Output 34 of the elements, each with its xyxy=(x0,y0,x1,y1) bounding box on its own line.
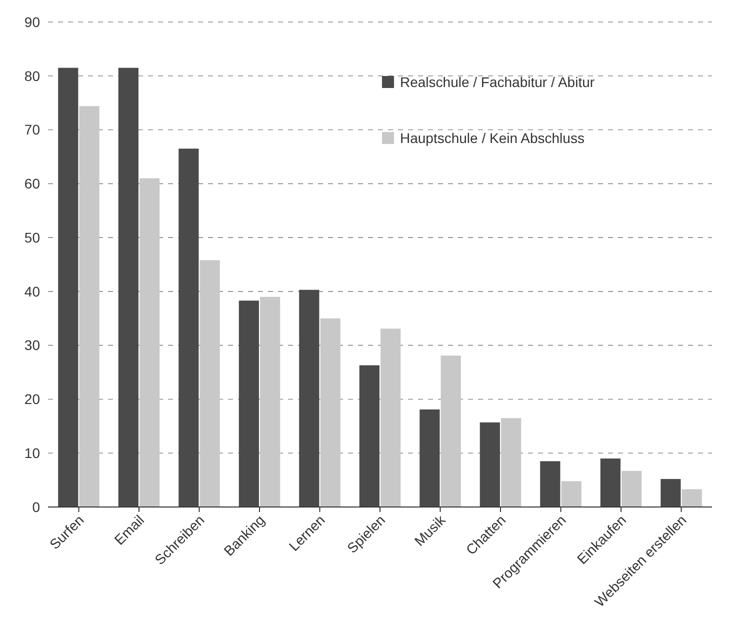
bar xyxy=(140,178,160,507)
y-tick-label: 20 xyxy=(24,391,40,408)
legend-label: Realschule / Fachabitur / Abitur xyxy=(400,74,595,90)
bar xyxy=(600,458,620,507)
y-tick-label: 30 xyxy=(24,337,40,354)
bar xyxy=(440,356,461,507)
y-tick-label: 10 xyxy=(24,445,40,462)
bar xyxy=(420,409,440,507)
bar xyxy=(660,478,681,507)
bar xyxy=(501,418,522,507)
bar xyxy=(380,328,401,507)
bar xyxy=(299,290,320,507)
bar xyxy=(79,106,100,507)
y-tick-label: 40 xyxy=(24,283,40,300)
y-tick-label: 90 xyxy=(24,14,40,30)
y-tick-label: 80 xyxy=(24,68,40,84)
bar xyxy=(561,481,582,507)
bar xyxy=(480,422,500,507)
y-tick-label: 60 xyxy=(24,176,40,192)
y-tick-label: 50 xyxy=(24,229,40,246)
bar xyxy=(260,296,280,507)
legend-label: Hauptschule / Kein Abschluss xyxy=(400,130,584,146)
bar xyxy=(200,260,220,507)
bar xyxy=(320,318,340,507)
bar xyxy=(540,461,560,507)
bar xyxy=(238,300,259,507)
bar xyxy=(58,68,78,507)
y-tick-label: 0 xyxy=(32,498,40,515)
y-tick-label: 70 xyxy=(24,122,40,138)
bar xyxy=(359,365,380,507)
bar xyxy=(622,470,642,507)
bar xyxy=(118,68,138,507)
bar xyxy=(682,489,702,507)
bar xyxy=(178,148,199,507)
